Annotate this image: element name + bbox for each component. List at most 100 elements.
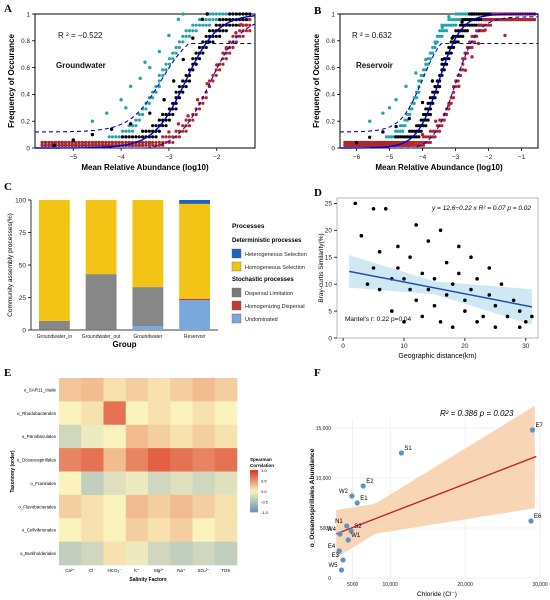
point-neutral xyxy=(194,62,198,66)
point-neutral xyxy=(419,118,423,122)
point-neutral xyxy=(241,12,245,16)
point-below xyxy=(130,143,135,147)
point-below xyxy=(184,118,188,122)
data-point xyxy=(396,244,400,249)
point-above xyxy=(401,124,405,128)
data-point xyxy=(487,266,492,270)
point-below xyxy=(117,140,121,145)
data-point-below xyxy=(420,132,425,137)
point-neutral xyxy=(197,57,202,61)
point-below xyxy=(157,143,161,147)
colorbar-segment xyxy=(250,497,258,500)
point-neutral xyxy=(424,124,428,128)
col-label: SO₄²⁻ xyxy=(198,568,211,573)
data-point-below xyxy=(148,140,152,145)
point-below xyxy=(107,140,111,145)
point-neutral xyxy=(218,17,222,22)
point-above xyxy=(174,51,178,55)
x-tick-label: 0 xyxy=(341,343,345,350)
data-point xyxy=(354,500,360,506)
data-point-below xyxy=(186,114,190,118)
data-point xyxy=(348,528,354,534)
point-below xyxy=(70,143,74,147)
point-neutral xyxy=(141,135,145,139)
data-point xyxy=(426,287,431,292)
point-neutral xyxy=(167,118,171,122)
heatmap-cell xyxy=(192,494,216,519)
x-axis-label: Salinity Factors xyxy=(129,577,166,583)
point-below xyxy=(204,96,208,100)
point-above xyxy=(177,40,182,44)
x-axis-label: Group xyxy=(113,340,137,349)
point-below xyxy=(523,17,527,22)
point-below xyxy=(468,40,472,44)
point-below xyxy=(484,17,488,22)
point-above xyxy=(187,29,192,33)
point-below xyxy=(364,140,368,145)
point-below xyxy=(408,140,412,145)
point-neutral xyxy=(401,135,405,139)
data-point-below xyxy=(238,23,243,27)
point-above xyxy=(451,17,456,22)
point-below xyxy=(90,143,94,147)
panel-label: D xyxy=(314,187,322,199)
point-below xyxy=(408,143,412,147)
point-above xyxy=(444,23,449,27)
data-point xyxy=(505,314,510,319)
point-above xyxy=(456,17,460,22)
point-neutral xyxy=(211,40,215,44)
point-below xyxy=(361,140,366,145)
data-point xyxy=(517,325,522,330)
point-below xyxy=(440,124,444,128)
point-below xyxy=(248,29,252,33)
data-point xyxy=(402,320,406,324)
colorbar-segment xyxy=(250,484,258,488)
point-above xyxy=(157,73,161,78)
point-neutral xyxy=(187,79,192,83)
point-label: E3 xyxy=(332,553,340,559)
point-below xyxy=(511,17,516,22)
point-neutral xyxy=(444,62,449,66)
point-below xyxy=(486,23,490,27)
data-point xyxy=(353,201,358,206)
heatmap-cell xyxy=(103,424,127,449)
bar-segment xyxy=(132,287,164,327)
point-below xyxy=(64,140,68,145)
point-below xyxy=(426,135,430,139)
heatmap-cell xyxy=(192,401,216,426)
point-neutral xyxy=(231,23,235,27)
point-neutral xyxy=(472,23,476,27)
heatmap-cell xyxy=(192,378,216,402)
y-tick-label: 20 xyxy=(325,228,333,235)
point-above xyxy=(440,34,444,38)
data-point-below xyxy=(447,103,451,107)
point-above xyxy=(451,23,456,27)
legend-group-title: Stochastic processes xyxy=(232,277,294,283)
point-below xyxy=(488,17,493,22)
data-point-above xyxy=(128,84,133,89)
y-tick-label: 0.8 xyxy=(326,38,335,45)
point-above xyxy=(449,23,453,27)
point-neutral xyxy=(481,12,486,16)
data-point-above xyxy=(434,41,438,46)
heatmap-cell xyxy=(125,494,149,519)
point-below xyxy=(94,140,98,145)
legend-label: Undominated xyxy=(245,317,278,323)
y-axis-label: Bray-curtis Similarity(%) xyxy=(318,233,325,302)
data-point xyxy=(529,427,536,433)
point-neutral xyxy=(204,34,208,38)
colorbar-segment xyxy=(250,472,258,475)
x-tick-label: −5 xyxy=(386,154,394,161)
point-label: S2 xyxy=(354,524,362,530)
data-point-neutral xyxy=(171,79,176,83)
point-above xyxy=(454,12,458,16)
x-tick-label: −4 xyxy=(117,154,125,161)
confidence-band xyxy=(336,405,535,558)
heatmap-cell xyxy=(125,401,149,426)
data-point-above xyxy=(381,111,385,115)
point-below xyxy=(368,140,372,145)
point-neutral xyxy=(447,57,451,61)
point-above xyxy=(414,96,419,100)
y-tick-label: 15 xyxy=(325,255,333,262)
point-neutral xyxy=(461,29,465,33)
